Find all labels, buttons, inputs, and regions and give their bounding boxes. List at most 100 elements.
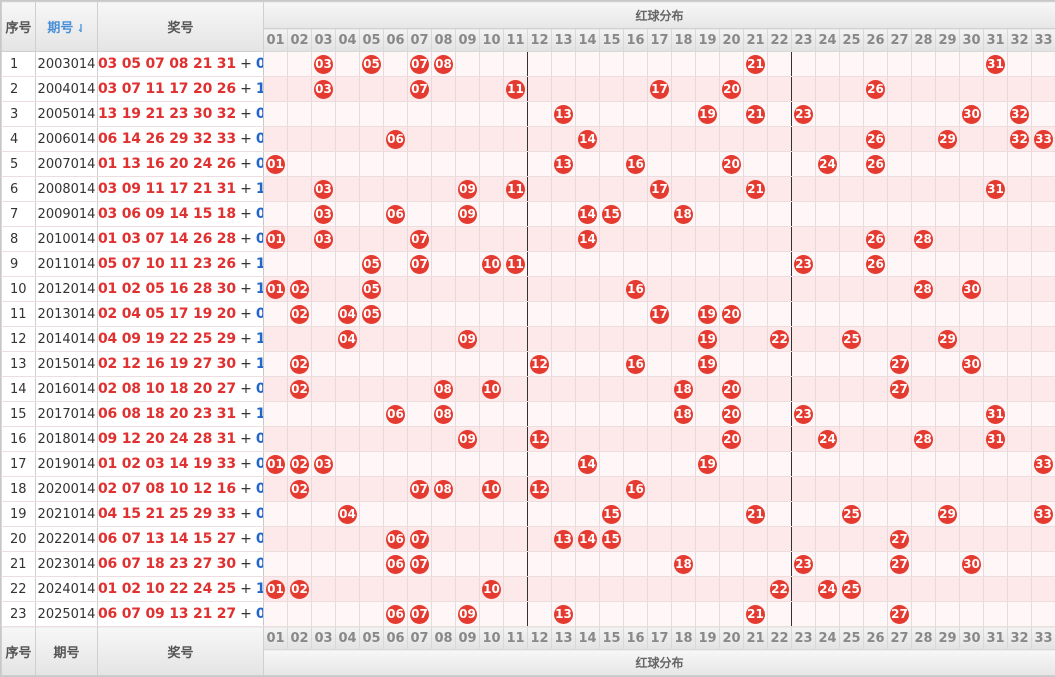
red-ball: 14 xyxy=(578,530,597,549)
distribution-cell: 24 xyxy=(815,151,840,177)
prize-header: 奖号 xyxy=(97,1,264,52)
distribution-cell xyxy=(911,526,936,552)
distribution-cell: 10 xyxy=(479,576,504,602)
red-ball: 31 xyxy=(986,55,1005,74)
distribution-cell xyxy=(1031,201,1055,227)
distribution-cell xyxy=(887,151,912,177)
number-column-header: 14 xyxy=(575,28,600,52)
distribution-cell xyxy=(743,451,768,477)
distribution-cell xyxy=(863,51,888,77)
red-numbers: 03 05 07 08 21 31 xyxy=(98,56,236,72)
distribution-cell: 28 xyxy=(911,426,936,452)
distribution-cell: 14 xyxy=(575,226,600,252)
distribution-cell: 01 xyxy=(263,226,288,252)
sort-icon[interactable]: ⇃ xyxy=(76,22,86,35)
distribution-cell: 16 xyxy=(623,476,648,502)
distribution-cell xyxy=(647,526,672,552)
distribution-cell xyxy=(335,476,360,502)
number-column-footer: 04 xyxy=(335,626,360,650)
distribution-cell xyxy=(671,301,696,327)
period-number: 2009014 xyxy=(35,201,98,227)
distribution-cell xyxy=(935,76,960,102)
distribution-cell xyxy=(863,601,888,627)
distribution-cell: 27 xyxy=(887,526,912,552)
prize-numbers: 02 12 16 19 27 30 + 11 xyxy=(97,351,264,377)
distribution-cell xyxy=(671,601,696,627)
distribution-cell xyxy=(935,101,960,127)
distribution-cell xyxy=(359,76,384,102)
distribution-cell xyxy=(1031,51,1055,77)
distribution-cell xyxy=(1007,176,1032,202)
distribution-cell: 02 xyxy=(287,476,312,502)
distribution-cell xyxy=(311,376,336,402)
distribution-cell xyxy=(311,501,336,527)
distribution-cell xyxy=(743,126,768,152)
blue-number: 04 xyxy=(256,531,263,547)
number-column-footer: 07 xyxy=(407,626,432,650)
distribution-cell xyxy=(839,401,864,427)
distribution-cell xyxy=(455,301,480,327)
distribution-cell xyxy=(407,301,432,327)
distribution-cell: 26 xyxy=(863,226,888,252)
row-index: 4 xyxy=(1,126,36,152)
distribution-cell xyxy=(887,201,912,227)
distribution-cell: 12 xyxy=(527,426,552,452)
distribution-cell xyxy=(503,401,528,427)
distribution-cell xyxy=(527,251,552,277)
distribution-cell xyxy=(407,276,432,302)
red-ball: 19 xyxy=(698,305,717,324)
distribution-cell xyxy=(599,326,624,352)
distribution-cell xyxy=(983,126,1008,152)
row-index: 15 xyxy=(1,401,36,427)
row-index: 16 xyxy=(1,426,36,452)
distribution-cell xyxy=(719,451,744,477)
distribution-cell: 09 xyxy=(455,201,480,227)
red-ball: 02 xyxy=(290,580,309,599)
distribution-cell xyxy=(599,401,624,427)
red-ball: 06 xyxy=(386,605,405,624)
red-ball: 19 xyxy=(698,455,717,474)
distribution-cell xyxy=(575,51,600,77)
distribution-cell xyxy=(431,526,456,552)
distribution-cell xyxy=(695,176,720,202)
distribution-cell: 06 xyxy=(383,126,408,152)
distribution-cell: 17 xyxy=(647,76,672,102)
red-ball: 04 xyxy=(338,505,357,524)
red-ball: 24 xyxy=(818,580,837,599)
red-ball: 07 xyxy=(410,555,429,574)
distribution-cell xyxy=(671,451,696,477)
distribution-cell xyxy=(1031,476,1055,502)
distribution-cell xyxy=(1031,151,1055,177)
distribution-cell xyxy=(407,326,432,352)
red-ball: 20 xyxy=(722,80,741,99)
distribution-cell: 17 xyxy=(647,301,672,327)
blue-number: 09 xyxy=(256,156,263,172)
prize-numbers: 04 09 19 22 25 29 + 15 xyxy=(97,326,264,352)
distribution-cell: 06 xyxy=(383,401,408,427)
red-ball: 02 xyxy=(290,455,309,474)
prize-numbers: 06 08 18 20 23 31 + 13 xyxy=(97,401,264,427)
blue-number: 15 xyxy=(256,331,263,347)
distribution-cell xyxy=(959,451,984,477)
distribution-cell xyxy=(959,51,984,77)
distribution-cell xyxy=(599,126,624,152)
distribution-cell xyxy=(383,376,408,402)
distribution-cell xyxy=(311,276,336,302)
distribution-cell xyxy=(791,351,816,377)
distribution-cell xyxy=(719,501,744,527)
distribution-cell xyxy=(695,576,720,602)
distribution-cell xyxy=(575,551,600,577)
period-header[interactable]: 期号 ⇃ xyxy=(35,1,98,52)
distribution-cell xyxy=(1007,451,1032,477)
plus-sign: + xyxy=(235,531,256,547)
distribution-cell xyxy=(911,351,936,377)
distribution-cell xyxy=(527,201,552,227)
prize-numbers: 06 07 13 14 15 27 + 04 xyxy=(97,526,264,552)
distribution-cell: 03 xyxy=(311,201,336,227)
red-ball: 03 xyxy=(314,455,333,474)
distribution-cell xyxy=(935,576,960,602)
distribution-cell xyxy=(479,526,504,552)
